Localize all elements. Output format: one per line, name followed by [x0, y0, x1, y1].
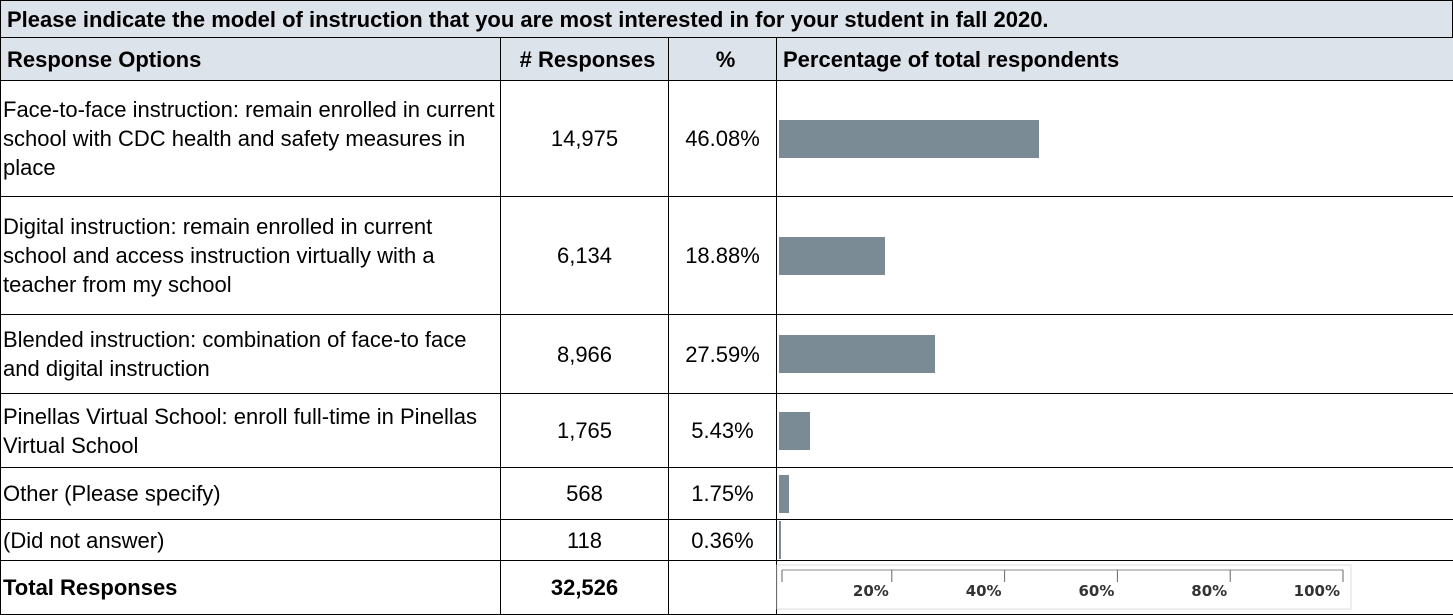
- responses-cell-text: 14,975: [550, 126, 619, 151]
- option-cell: Blended instruction: combination of face…: [0, 314, 501, 394]
- tick-label: 40%: [966, 582, 1002, 600]
- option-cell-text: Other (Please specify): [3, 481, 221, 506]
- tick-label: 100%: [1294, 582, 1340, 600]
- option-cell: (Did not answer): [0, 519, 501, 561]
- responses-cell: 568: [500, 467, 669, 520]
- column-header: Response Options: [0, 37, 501, 81]
- bar-cell: [776, 393, 1453, 468]
- percent-cell-text: 1.75%: [691, 481, 754, 506]
- tick-label: 20%: [853, 582, 889, 600]
- responses-cell-text: 8,966: [556, 341, 613, 367]
- tick-label: 60%: [1078, 582, 1114, 600]
- percent-cell-text: 18.88%: [685, 243, 760, 268]
- option-cell-text: (Did not answer): [3, 527, 165, 553]
- column-header: %: [668, 37, 777, 81]
- option-cell-text: Face-to-face instruction: remain enrolle…: [3, 97, 495, 180]
- bar: [779, 119, 1039, 158]
- column-header: # Responses: [500, 37, 669, 81]
- percent-cell-text: 0.36%: [691, 527, 754, 553]
- bar: [779, 521, 782, 559]
- option-cell: Digital instruction: remain enrolled in …: [0, 196, 501, 315]
- percent-cell-text: 46.08%: [685, 126, 760, 151]
- option-cell-text: Digital instruction: remain enrolled in …: [3, 214, 435, 297]
- tick-label: 80%: [1191, 582, 1227, 600]
- option-cell: Pinellas Virtual School: enroll full-tim…: [0, 393, 501, 468]
- responses-cell-text: 6,134: [556, 243, 613, 268]
- column-header: Percentage of total respondents: [776, 37, 1453, 81]
- option-cell: Face-to-face instruction: remain enrolle…: [0, 80, 501, 197]
- column-header-text: %: [715, 46, 736, 72]
- percent-cell: 1.75%: [668, 467, 777, 520]
- bar: [779, 411, 810, 450]
- option-cell-text: Pinellas Virtual School: enroll full-tim…: [3, 403, 478, 458]
- total-label-text: Total Responses: [3, 575, 178, 600]
- percent-cell-text: 27.59%: [685, 341, 760, 367]
- percent-cell: 5.43%: [668, 393, 777, 468]
- percent-cell-text: 5.43%: [691, 418, 754, 443]
- percent-cell: 46.08%: [668, 80, 777, 197]
- axis: 20% 40% 60% 80% 100%: [776, 564, 1352, 610]
- axis-frame: [776, 564, 1352, 610]
- option-cell: Other (Please specify): [0, 467, 501, 520]
- title: Please indicate the model of instruction…: [0, 0, 1453, 38]
- bar-cell: [776, 519, 1453, 561]
- option-cell-text: Blended instruction: combination of face…: [3, 327, 467, 381]
- responses-cell-text: 1,765: [556, 418, 613, 443]
- bar: [779, 236, 886, 275]
- responses-cell: 8,966: [500, 314, 669, 394]
- responses-cell-text: 118: [566, 527, 603, 553]
- responses-cell: 1,765: [500, 393, 669, 468]
- bar: [779, 474, 789, 513]
- responses-cell: 118: [500, 519, 669, 561]
- responses-cell: 14,975: [500, 80, 669, 197]
- responses-cell-text: 568: [566, 481, 603, 506]
- total-responses-text: 32,526: [550, 575, 619, 600]
- title-text: Please indicate the model of instruction…: [7, 6, 1049, 32]
- bar-cell: [776, 467, 1453, 520]
- percent-cell: 0.36%: [668, 519, 777, 561]
- column-header-text: Percentage of total respondents: [783, 46, 1120, 72]
- percent-cell: 18.88%: [668, 196, 777, 315]
- column-header-text: Response Options: [7, 46, 202, 72]
- bar: [779, 335, 935, 373]
- responses-cell: 6,134: [500, 196, 669, 315]
- percent-cell: 27.59%: [668, 314, 777, 394]
- column-header-text: # Responses: [519, 46, 656, 72]
